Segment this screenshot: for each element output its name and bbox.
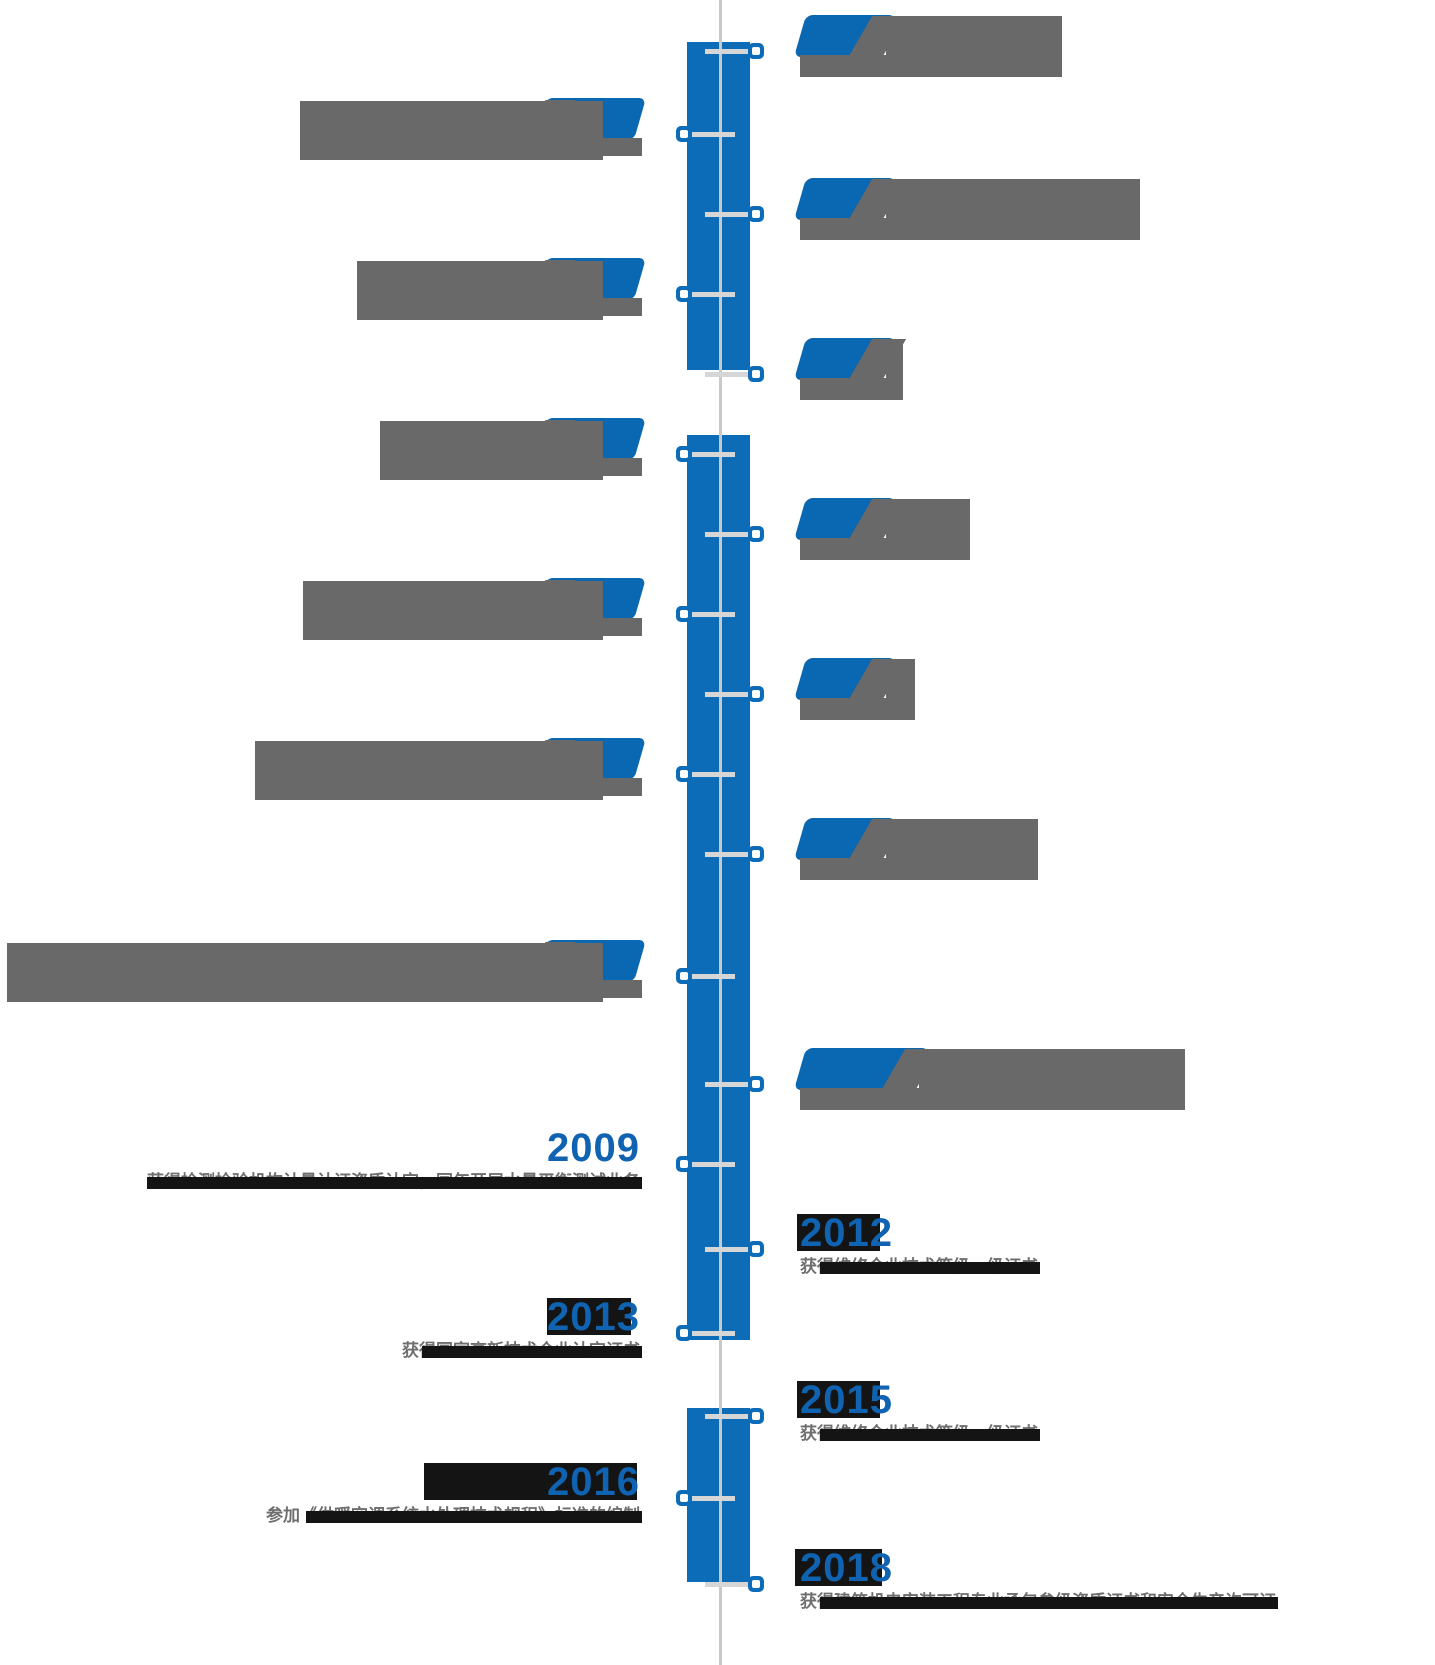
square-target-icon (676, 606, 692, 622)
year-text: 2018 (795, 1548, 893, 1588)
year-text: 2009 (547, 1126, 640, 1170)
blurred-text-block (919, 1049, 1185, 1110)
year-text: 2012 (797, 1213, 893, 1253)
blurred-text-block (601, 778, 642, 796)
year-label: 2016 (0, 1462, 640, 1502)
year-label: 2013 (0, 1297, 640, 1337)
square-target-icon (748, 1576, 764, 1592)
marker-tick-line (705, 852, 750, 857)
selection-highlight (795, 1549, 882, 1586)
blurred-text-block (800, 1088, 923, 1110)
marker-tick-line (690, 452, 735, 457)
blurred-text-block (7, 943, 603, 1002)
selection-highlight-band (306, 1511, 642, 1523)
blurred-text-block (800, 378, 890, 400)
selection-highlight-band (147, 1177, 642, 1189)
marker-tick-line (705, 212, 750, 217)
entry-description: 获得国家高新技术企业认定证书 (0, 1341, 642, 1361)
blurred-text-block (601, 458, 642, 476)
square-target-icon (676, 1156, 692, 1172)
blurred-text-block (886, 16, 1062, 77)
square-target-icon (748, 686, 764, 702)
blurred-text-block (601, 298, 642, 316)
description-text: 获得维修企业技术等级一级证书 (800, 1424, 1040, 1444)
year-text: 2015 (797, 1380, 893, 1420)
square-target-icon (748, 366, 764, 382)
square-target-icon (676, 1490, 692, 1506)
marker-tick-line (690, 1331, 735, 1336)
blurred-text-block (800, 218, 890, 240)
marker-tick-line (690, 132, 735, 137)
marker-tick-line (690, 292, 735, 297)
description-text: 获得国家高新技术企业认定证书 (402, 1341, 642, 1361)
square-target-icon (676, 968, 692, 984)
entry-description: 获得维修企业技术等级一级证书 (800, 1424, 1040, 1444)
description-text: 获得检测检验机构计量认证资质认定，同年开展水量平衡测试业务 (147, 1172, 642, 1192)
entry-description: 获得建筑机电安装工程专业承包叁级资质证书和安全生产许可证 (800, 1592, 1278, 1612)
selection-highlight (547, 1298, 632, 1335)
selection-highlight (424, 1463, 638, 1500)
selection-highlight-band (422, 1346, 642, 1358)
blurred-text-block (886, 179, 1140, 240)
square-target-icon (748, 846, 764, 862)
year-label: 2015 (797, 1380, 893, 1420)
selection-highlight-band (820, 1597, 1278, 1609)
blurred-text-block (800, 538, 890, 560)
marker-tick-line (705, 692, 750, 697)
timeline-bar-segment (687, 435, 750, 1340)
square-target-icon (676, 1325, 692, 1341)
year-label: 2012 (797, 1213, 893, 1253)
year-label: 2009 (0, 1128, 640, 1168)
square-target-icon (748, 1241, 764, 1257)
entry-description: 获得维修企业技术等级一级证书 (800, 1257, 1040, 1277)
selection-highlight-band (820, 1262, 1040, 1274)
selection-highlight (797, 1381, 880, 1418)
blurred-text-block (601, 618, 642, 636)
year-text: 2016 (424, 1462, 640, 1502)
blurred-text-block (601, 138, 642, 156)
marker-tick-line (705, 1582, 750, 1587)
marker-tick-line (705, 1414, 750, 1419)
square-target-icon (676, 766, 692, 782)
blurred-text-block (800, 55, 890, 77)
timeline-bar-segment (687, 1408, 750, 1582)
timeline-axis-line (719, 0, 722, 1665)
square-target-icon (676, 446, 692, 462)
marker-tick-line (690, 612, 735, 617)
marker-tick-line (705, 49, 750, 54)
square-target-icon (676, 286, 692, 302)
blurred-text-block (800, 698, 890, 720)
blurred-text-block (800, 858, 890, 880)
square-target-icon (748, 206, 764, 222)
marker-tick-line (690, 1162, 735, 1167)
blurred-text-block (601, 980, 642, 998)
marker-tick-line (705, 1247, 750, 1252)
square-target-icon (748, 1408, 764, 1424)
square-target-icon (748, 43, 764, 59)
marker-tick-line (705, 1082, 750, 1087)
description-text: 获得建筑机电安装工程专业承包叁级资质证书和安全生产许可证 (800, 1592, 1278, 1612)
description-text: 参加《供暖空调系统水处理技术规程》标准的编制 (266, 1506, 642, 1526)
marker-tick-line (690, 1496, 735, 1501)
marker-tick-line (705, 532, 750, 537)
year-label: 2018 (795, 1548, 893, 1588)
description-text: 获得维修企业技术等级一级证书 (800, 1257, 1040, 1277)
square-target-icon (676, 126, 692, 142)
blurred-text-block (886, 819, 1038, 880)
selection-highlight (797, 1214, 880, 1251)
square-target-icon (748, 526, 764, 542)
entry-description: 参加《供暖空调系统水处理技术规程》标准的编制 (0, 1506, 642, 1526)
square-target-icon (748, 1076, 764, 1092)
selection-highlight-band (820, 1429, 1040, 1441)
entry-description: 获得检测检验机构计量认证资质认定，同年开展水量平衡测试业务 (0, 1172, 642, 1192)
year-text: 2013 (547, 1295, 640, 1339)
marker-tick-line (705, 372, 750, 377)
marker-tick-line (690, 974, 735, 979)
marker-tick-line (690, 772, 735, 777)
timeline-bar-segment (687, 42, 750, 370)
